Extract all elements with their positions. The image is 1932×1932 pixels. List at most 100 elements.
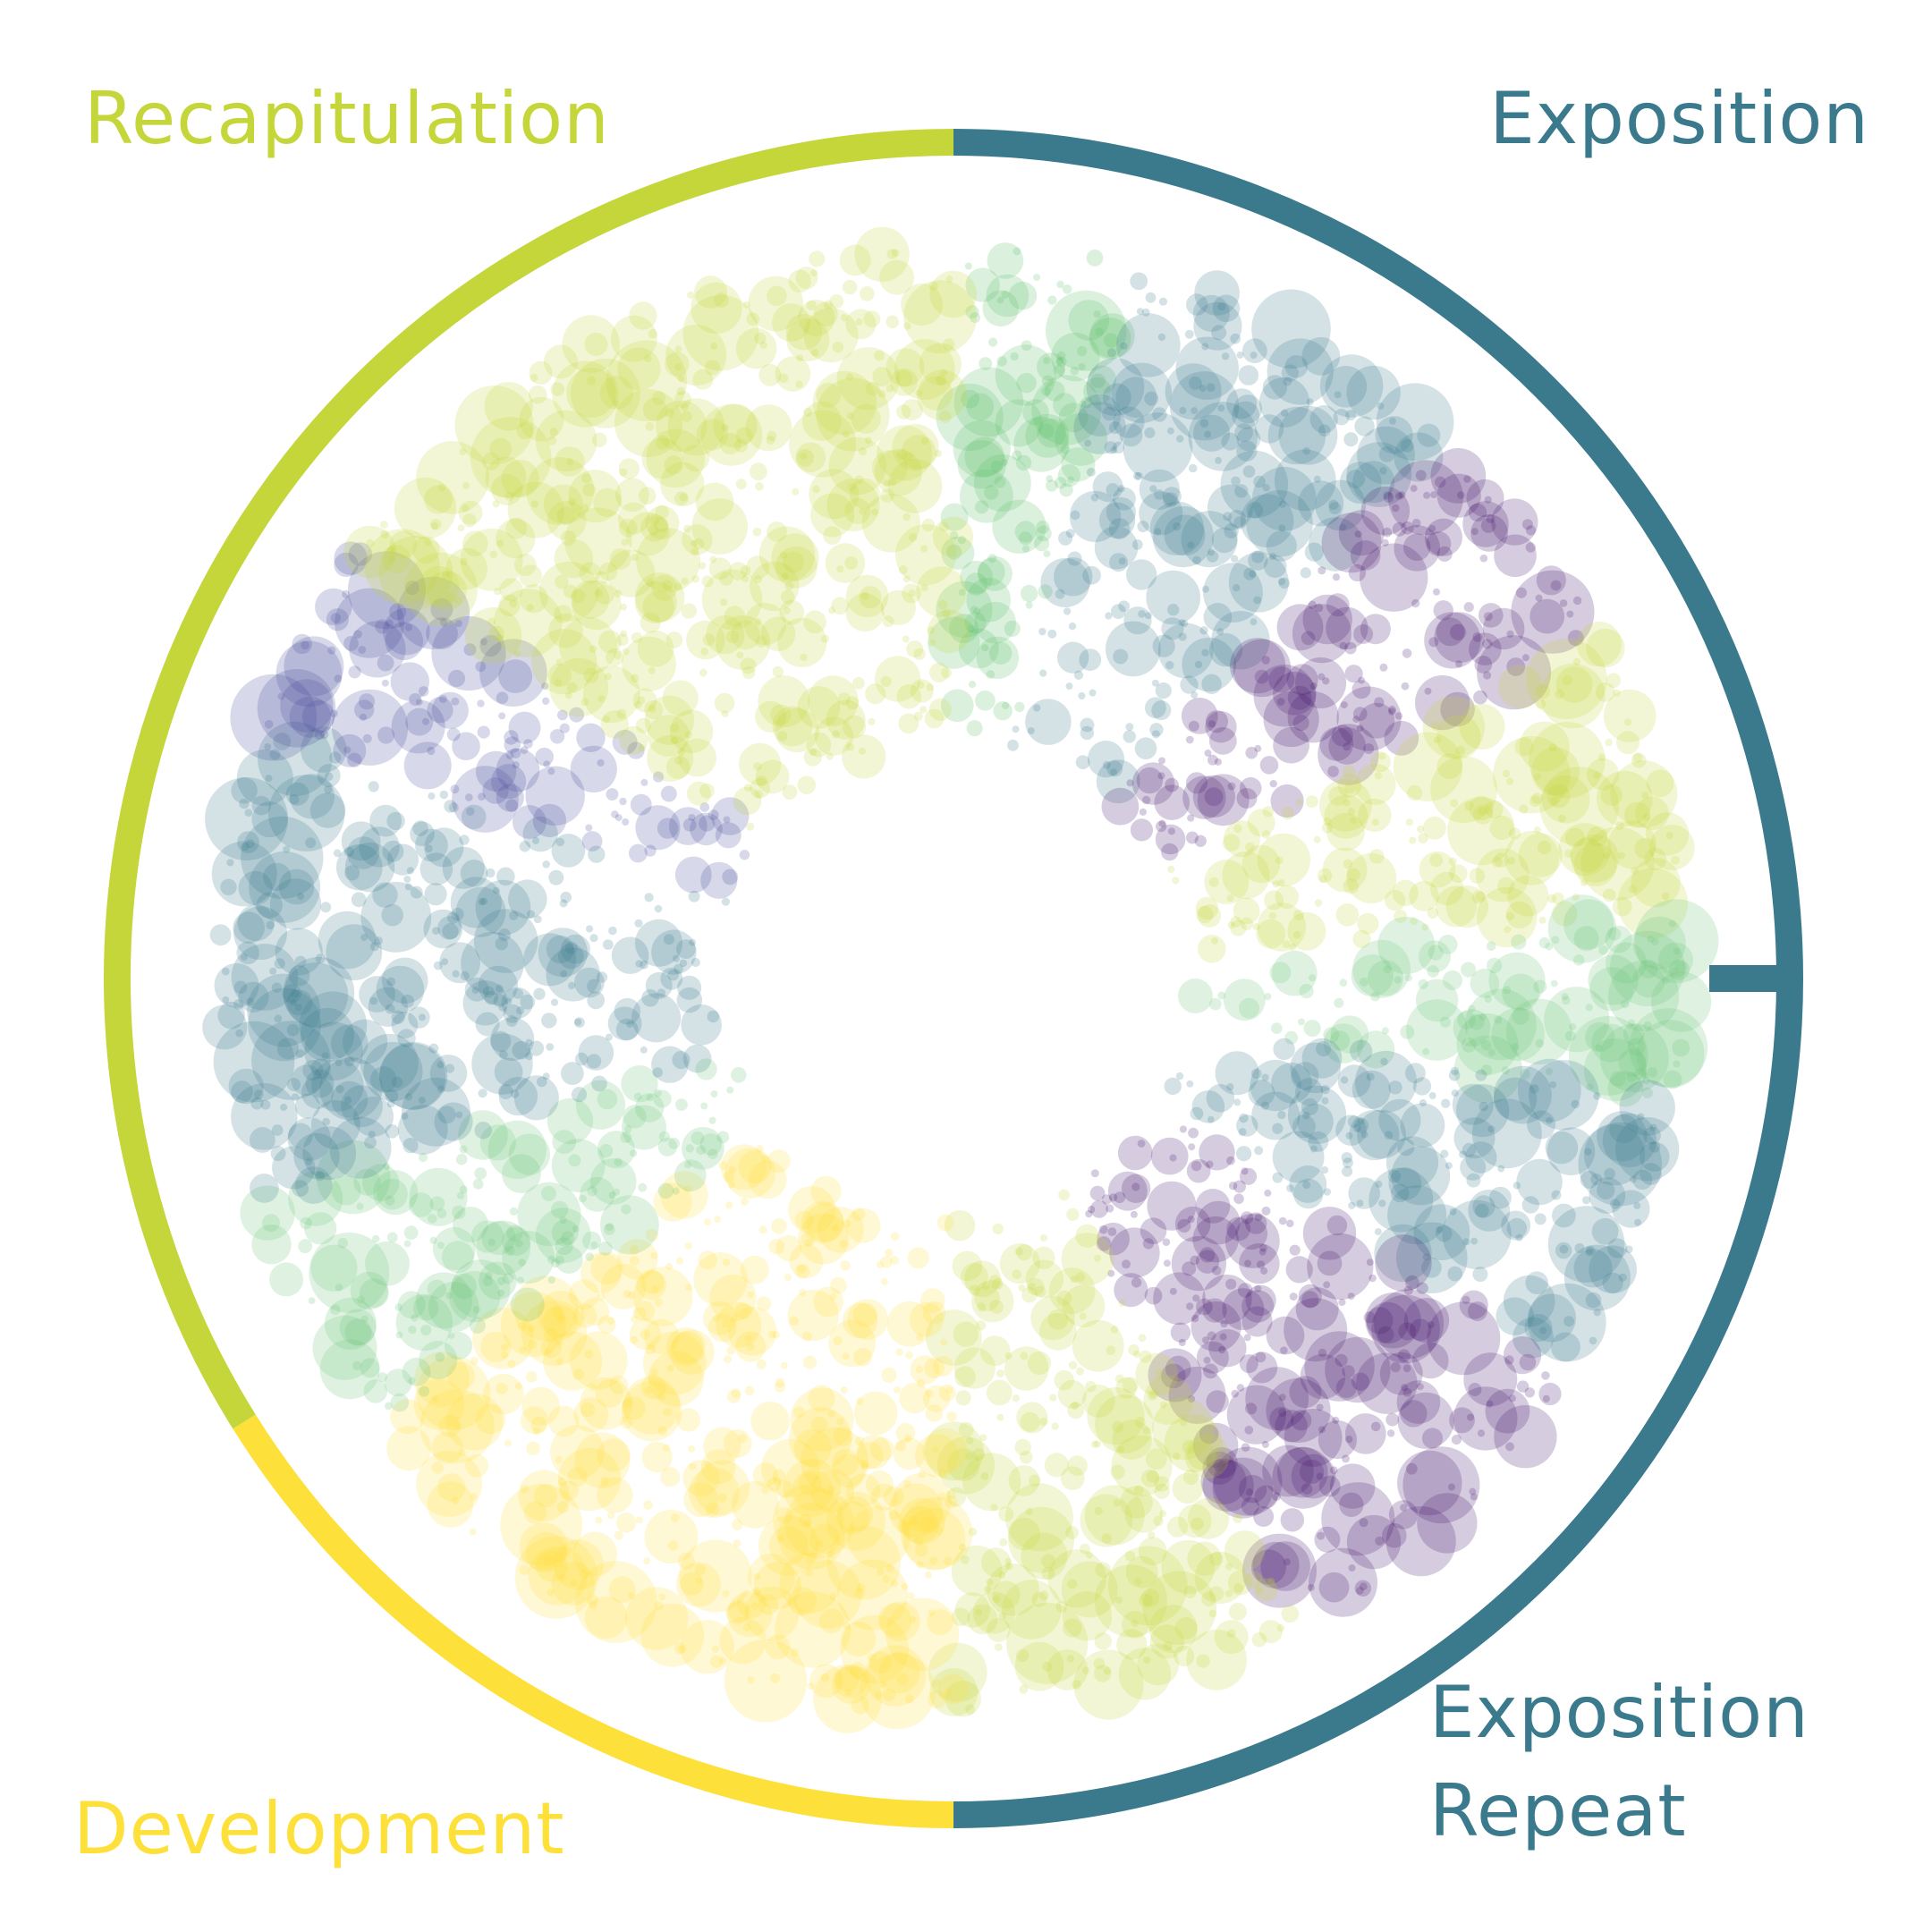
note-dot xyxy=(1220,1319,1228,1328)
note-dot xyxy=(1518,833,1563,877)
note-dot xyxy=(518,1470,570,1521)
note-dot xyxy=(1004,620,1021,638)
note-dot xyxy=(454,386,534,465)
note-dot xyxy=(1328,786,1348,806)
note-dot xyxy=(1535,683,1550,699)
note-dot xyxy=(877,389,886,398)
note-dot xyxy=(631,1316,638,1323)
note-dot xyxy=(611,810,619,818)
note-dot xyxy=(517,1182,581,1246)
note-dot xyxy=(895,1348,903,1356)
note-dot xyxy=(1496,1297,1534,1335)
note-dot xyxy=(1468,1190,1511,1232)
note-dot xyxy=(1459,1290,1488,1319)
note-dot xyxy=(231,944,299,1011)
note-dot xyxy=(501,1352,509,1360)
note-dot xyxy=(554,538,594,579)
note-dot xyxy=(1604,1167,1615,1180)
note-dot xyxy=(1204,787,1224,807)
note-dot xyxy=(459,1185,468,1194)
note-dot xyxy=(1284,1298,1348,1362)
note-dot xyxy=(1375,1536,1385,1546)
note-dot xyxy=(1406,999,1468,1061)
note-dot xyxy=(1360,1131,1368,1139)
note-dot xyxy=(1447,1483,1455,1491)
note-dot xyxy=(1205,711,1237,743)
note-dot xyxy=(568,470,622,523)
note-dot xyxy=(643,1500,653,1510)
note-dot xyxy=(1326,593,1350,617)
note-dot xyxy=(1034,1285,1046,1298)
note-dot xyxy=(1335,903,1360,927)
note-dot xyxy=(1107,1171,1148,1211)
note-dot xyxy=(1013,247,1021,256)
note-dot xyxy=(302,1126,357,1181)
note-dot xyxy=(1402,1387,1412,1397)
note-dot xyxy=(670,737,678,744)
note-dot xyxy=(294,955,307,968)
note-dot xyxy=(471,987,479,995)
note-dot xyxy=(1125,723,1134,732)
note-dot xyxy=(555,837,565,847)
note-dot xyxy=(289,794,300,805)
note-dot xyxy=(1073,670,1084,680)
note-dot xyxy=(640,1603,705,1667)
note-dot xyxy=(436,1061,445,1069)
note-dot xyxy=(1492,856,1503,868)
note-dot xyxy=(970,606,978,614)
note-dot xyxy=(1275,885,1300,910)
note-dot xyxy=(1203,563,1263,623)
note-dot xyxy=(1352,939,1411,998)
note-dot xyxy=(1571,835,1620,883)
note-dot xyxy=(600,1477,609,1486)
note-dot xyxy=(1217,404,1225,412)
note-dot xyxy=(1188,1127,1199,1139)
note-dot xyxy=(638,744,646,752)
note-dot xyxy=(603,1224,615,1235)
note-dot xyxy=(1058,530,1073,546)
note-dot xyxy=(574,1561,657,1643)
note-dot xyxy=(1139,1593,1153,1608)
note-dot xyxy=(329,709,338,717)
note-dot xyxy=(700,403,763,466)
note-dot xyxy=(257,669,336,748)
note-dot xyxy=(502,1231,555,1284)
note-dot xyxy=(480,1331,512,1363)
note-dot xyxy=(542,860,550,869)
note-dot xyxy=(1134,737,1157,759)
note-dot xyxy=(573,1397,609,1433)
note-dot xyxy=(1531,792,1544,805)
note-dot xyxy=(418,1152,428,1163)
note-dot xyxy=(1504,926,1512,934)
note-dot xyxy=(975,1608,983,1616)
note-dot xyxy=(1165,363,1222,420)
note-dot xyxy=(587,1594,599,1606)
note-dot xyxy=(840,1385,848,1394)
note-dot xyxy=(1561,996,1571,1005)
note-dot xyxy=(572,580,622,631)
note-dot xyxy=(1607,1071,1644,1107)
note-dot xyxy=(1080,396,1093,409)
note-dot xyxy=(452,766,519,833)
note-dot xyxy=(878,1681,886,1689)
note-dot xyxy=(403,552,478,627)
note-dot xyxy=(506,1224,523,1241)
note-dot xyxy=(1347,1292,1355,1301)
note-dot xyxy=(1065,1526,1079,1539)
note-dot xyxy=(1270,784,1304,818)
note-dot xyxy=(1014,1247,1023,1256)
note-dot xyxy=(1131,1182,1140,1191)
note-dot xyxy=(1394,432,1444,482)
note-dot xyxy=(861,494,920,553)
note-dot xyxy=(1363,743,1375,755)
note-dot xyxy=(1628,1019,1636,1027)
note-dot xyxy=(977,1302,987,1312)
note-dot xyxy=(1475,1203,1489,1218)
note-dot xyxy=(979,1335,1011,1367)
note-dot xyxy=(1204,860,1250,904)
note-dot xyxy=(1479,554,1488,563)
note-dot xyxy=(455,886,506,937)
note-dot xyxy=(928,698,952,722)
note-dot xyxy=(595,1379,624,1408)
note-dot xyxy=(1291,1410,1312,1431)
